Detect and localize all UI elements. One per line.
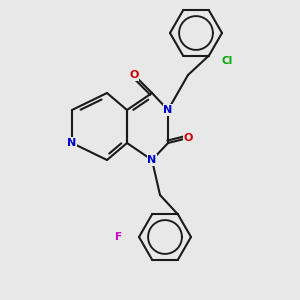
Text: F: F	[116, 232, 123, 242]
Text: O: O	[183, 133, 193, 143]
Text: N: N	[147, 155, 157, 165]
Text: N: N	[68, 138, 76, 148]
Text: N: N	[164, 105, 172, 115]
Text: Cl: Cl	[221, 56, 233, 65]
Text: O: O	[129, 70, 139, 80]
